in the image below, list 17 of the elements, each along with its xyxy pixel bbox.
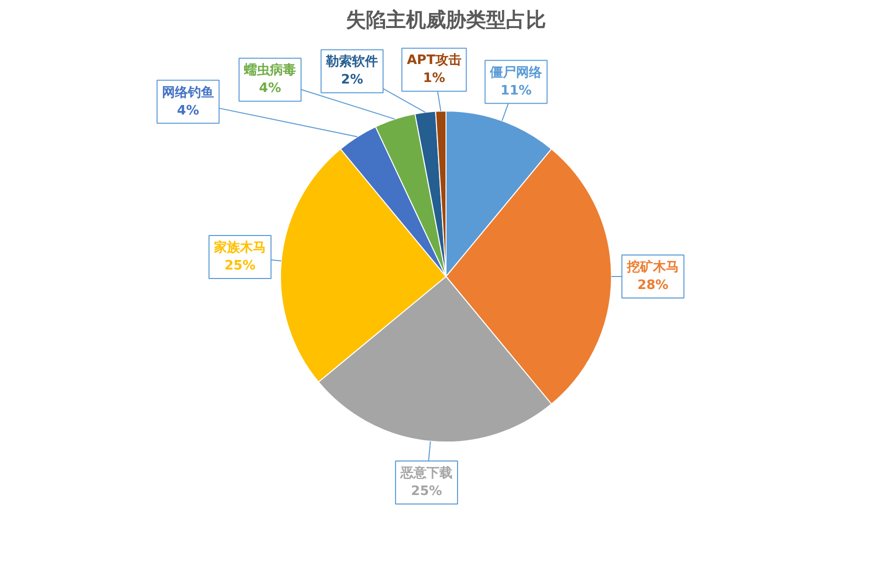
data-label: 1%: [423, 71, 446, 86]
slice-label: 勒索软件: [325, 54, 378, 70]
slice-label: 家族木马: [213, 240, 266, 256]
chart-title: 失陷主机威胁类型占比: [346, 8, 546, 32]
data-label: 25%: [224, 258, 256, 274]
slice-label: 挖矿木马: [626, 259, 679, 275]
data-label: 11%: [500, 83, 532, 98]
data-label: 2%: [341, 72, 364, 88]
slice-label: 僵尸网络: [489, 65, 544, 80]
data-label: 28%: [637, 278, 668, 293]
slice-label: 恶意下载: [400, 464, 453, 481]
slice-label: APT攻击: [406, 53, 462, 68]
slice-label: 网络钓鱼: [162, 85, 214, 100]
data-label: 4%: [259, 81, 282, 96]
slice-label: 蠕虫病毒: [243, 62, 296, 78]
data-label: 4%: [177, 103, 200, 118]
data-label: 25%: [410, 484, 442, 499]
